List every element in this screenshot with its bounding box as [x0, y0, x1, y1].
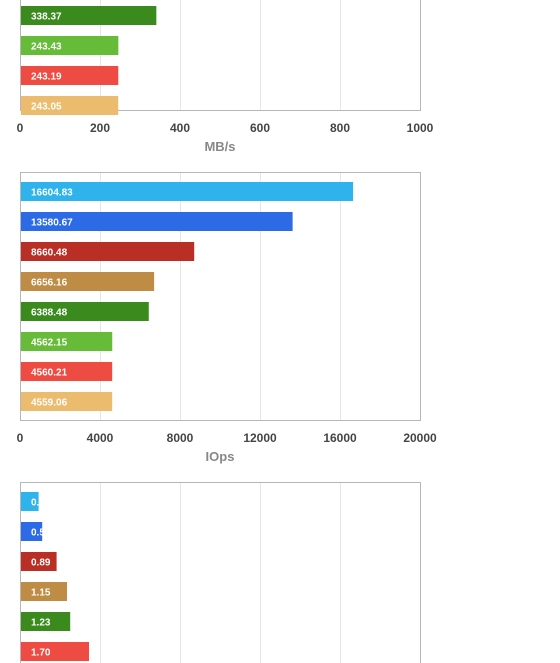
bar [21, 642, 89, 661]
bar [21, 362, 113, 381]
bar-value-label: 338.37 [31, 12, 62, 23]
x-tick-label: 12000 [243, 431, 277, 445]
bar-value-label: 0.53 [31, 528, 51, 539]
bar [21, 522, 43, 541]
bar-value-label: 4562.15 [31, 338, 68, 349]
chart-latency: 0.44 0.53 0.89 1.15 1.23 1.70 [20, 482, 421, 663]
x-tick-label: 16000 [323, 431, 357, 445]
bar-value-label: 1.23 [31, 618, 51, 629]
bar [21, 582, 67, 601]
x-tick-label: 600 [250, 121, 270, 135]
bar [21, 332, 113, 351]
x-tick-label: 0 [17, 431, 24, 445]
x-tick-label: 200 [90, 121, 110, 135]
bar-value-label: 243.19 [31, 72, 62, 83]
plot-frame [20, 482, 421, 663]
x-tick-label: 4000 [87, 431, 114, 445]
x-tick-label: 0 [17, 121, 24, 135]
x-tick-label: 8000 [167, 431, 194, 445]
bar-value-label: 0.44 [31, 498, 51, 509]
x-axis-title: IOps [206, 449, 235, 464]
bar-value-label: 1.15 [31, 588, 51, 599]
bar-value-label: 6388.48 [31, 308, 68, 319]
chart-iops: 16604.83 13580.67 8660.48 6656.16 6388.48 456… [17, 172, 437, 464]
bar [21, 182, 354, 201]
bar-value-label: 4560.21 [31, 368, 68, 379]
bar [21, 96, 119, 115]
x-tick-label: 800 [330, 121, 350, 135]
bar [21, 242, 195, 261]
bar [21, 552, 57, 571]
bar-value-label: 16604.83 [31, 188, 73, 199]
x-tick-label: 20000 [403, 431, 437, 445]
bar [21, 302, 149, 321]
bar [21, 6, 157, 25]
bar [21, 392, 113, 411]
x-axis-title: MB/s [204, 139, 235, 154]
bar-value-label: 243.05 [31, 102, 62, 113]
bar-value-label: 1.70 [31, 648, 51, 659]
bar [21, 492, 39, 511]
bar-value-label: 4559.06 [31, 398, 68, 409]
bar [21, 272, 155, 291]
plot-frame [20, 172, 421, 421]
bar [21, 212, 293, 231]
x-tick-label: 400 [170, 121, 190, 135]
bar [21, 612, 71, 631]
chart-throughput: 338.37 243.43 243.19 243.05 0 200 400 600 800 100… [17, 0, 434, 154]
bar-value-label: 243.43 [31, 42, 62, 53]
bar [21, 36, 119, 55]
bar-value-label: 8660.48 [31, 248, 68, 259]
bar-value-label: 13580.67 [31, 218, 73, 229]
bar-value-label: 6656.16 [31, 278, 68, 289]
x-tick-label: 1000 [407, 121, 434, 135]
bar-value-label: 0.89 [31, 558, 51, 569]
bar [21, 66, 119, 85]
